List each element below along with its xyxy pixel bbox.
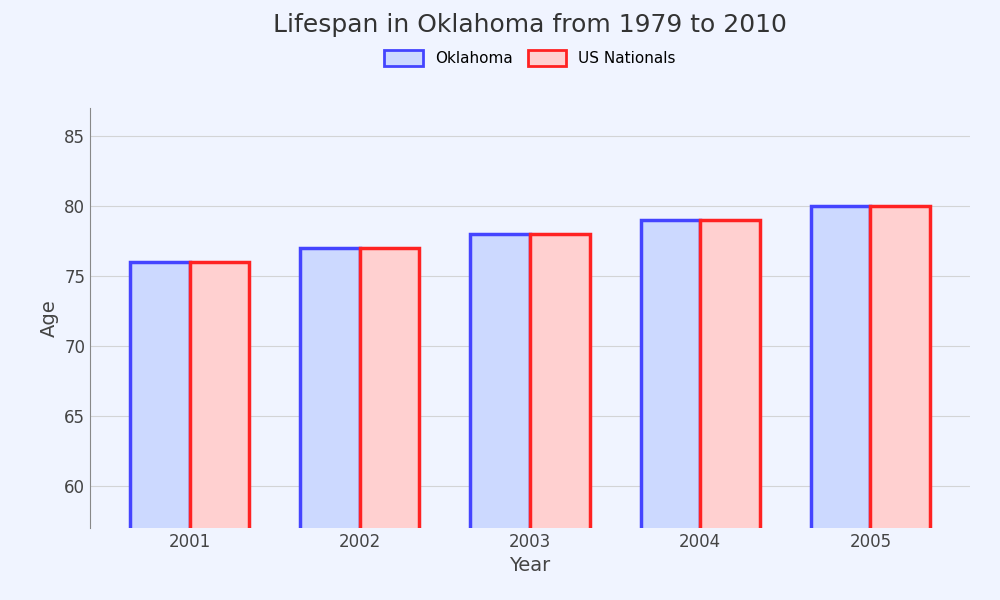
Y-axis label: Age: Age	[40, 299, 59, 337]
Bar	[811, 206, 870, 600]
Bar	[470, 234, 530, 600]
Bar	[530, 234, 590, 600]
Bar	[190, 262, 249, 600]
Bar	[130, 262, 190, 600]
Title: Lifespan in Oklahoma from 1979 to 2010: Lifespan in Oklahoma from 1979 to 2010	[273, 13, 787, 37]
X-axis label: Year: Year	[509, 556, 551, 575]
Bar	[300, 248, 360, 600]
Bar	[700, 220, 760, 600]
Legend: Oklahoma, US Nationals: Oklahoma, US Nationals	[378, 44, 682, 73]
Bar	[360, 248, 419, 600]
Bar	[870, 206, 930, 600]
Bar	[641, 220, 700, 600]
